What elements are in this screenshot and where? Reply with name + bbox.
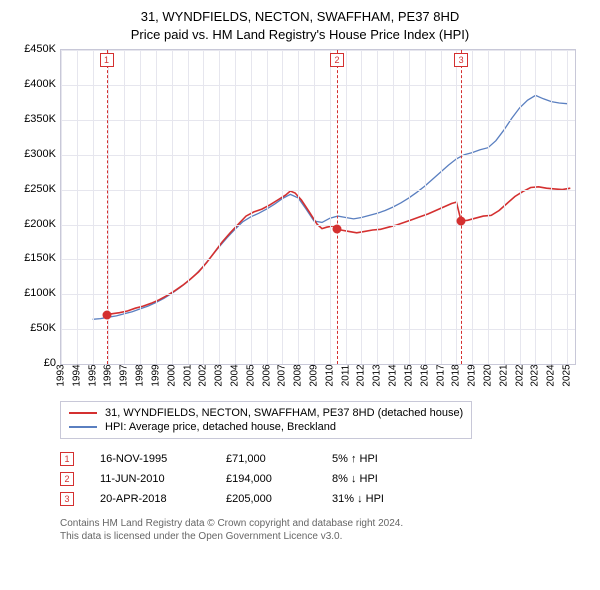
event-dot <box>457 217 466 226</box>
x-axis-label: 1996 <box>103 364 114 386</box>
chart-title: 31, WYNDFIELDS, NECTON, SWAFFHAM, PE37 8… <box>10 8 590 43</box>
x-axis-label: 2022 <box>514 364 525 386</box>
x-axis-label: 2024 <box>546 364 557 386</box>
title-line-1: 31, WYNDFIELDS, NECTON, SWAFFHAM, PE37 8… <box>10 8 590 26</box>
event-delta: 31% ↓ HPI <box>332 493 384 505</box>
x-axis-label: 2020 <box>483 364 494 386</box>
x-axis-label: 2004 <box>229 364 240 386</box>
x-axis-label: 1993 <box>56 364 67 386</box>
x-axis-label: 2002 <box>198 364 209 386</box>
x-axis-label: 1997 <box>119 364 130 386</box>
x-axis-label: 2008 <box>293 364 304 386</box>
event-date: 20-APR-2018 <box>100 493 200 505</box>
x-axis-label: 2006 <box>261 364 272 386</box>
legend: 31, WYNDFIELDS, NECTON, SWAFFHAM, PE37 8… <box>60 401 472 439</box>
y-axis-label: £150K <box>8 252 56 264</box>
x-axis-label: 2017 <box>435 364 446 386</box>
events-table: 1 16-NOV-1995 £71,000 5% ↑ HPI 2 11-JUN-… <box>60 449 590 509</box>
chart-area: 1993199419951996199719981999200020012002… <box>60 49 576 383</box>
y-axis-label: £0 <box>8 357 56 369</box>
y-axis-label: £50K <box>8 322 56 334</box>
x-axis-label: 2015 <box>403 364 414 386</box>
x-axis-label: 2012 <box>356 364 367 386</box>
x-axis-label: 1998 <box>135 364 146 386</box>
x-axis-label: 2003 <box>214 364 225 386</box>
y-axis-label: £400K <box>8 78 56 90</box>
event-row: 2 11-JUN-2010 £194,000 8% ↓ HPI <box>60 469 590 489</box>
event-dot <box>102 310 111 319</box>
legend-swatch <box>69 426 97 428</box>
y-axis-label: £350K <box>8 113 56 125</box>
legend-swatch <box>69 412 97 414</box>
y-axis-label: £300K <box>8 148 56 160</box>
event-delta: 8% ↓ HPI <box>332 473 378 485</box>
event-price: £205,000 <box>226 493 306 505</box>
x-axis-label: 2005 <box>245 364 256 386</box>
legend-item-price-paid: 31, WYNDFIELDS, NECTON, SWAFFHAM, PE37 8… <box>69 406 463 420</box>
x-axis-label: 2014 <box>388 364 399 386</box>
legend-item-hpi: HPI: Average price, detached house, Brec… <box>69 420 463 434</box>
event-marker-num: 2 <box>330 53 344 67</box>
x-axis-label: 2001 <box>182 364 193 386</box>
x-axis-label: 2018 <box>451 364 462 386</box>
x-axis-label: 2019 <box>467 364 478 386</box>
y-axis-label: £200K <box>8 218 56 230</box>
legend-label: 31, WYNDFIELDS, NECTON, SWAFFHAM, PE37 8… <box>105 407 463 419</box>
plot-region: 1993199419951996199719981999200020012002… <box>60 49 576 365</box>
x-axis-label: 2016 <box>419 364 430 386</box>
y-axis-label: £250K <box>8 183 56 195</box>
x-axis-label: 1995 <box>87 364 98 386</box>
y-axis-label: £450K <box>8 43 56 55</box>
x-axis-label: 2025 <box>562 364 573 386</box>
event-marker-num: 3 <box>454 53 468 67</box>
event-row: 1 16-NOV-1995 £71,000 5% ↑ HPI <box>60 449 590 469</box>
x-axis-label: 2000 <box>166 364 177 386</box>
x-axis-label: 2010 <box>324 364 335 386</box>
x-axis-label: 2013 <box>372 364 383 386</box>
event-date: 16-NOV-1995 <box>100 453 200 465</box>
event-price: £71,000 <box>226 453 306 465</box>
x-axis-label: 2023 <box>530 364 541 386</box>
event-dot <box>332 224 341 233</box>
event-num-badge: 3 <box>60 492 74 506</box>
x-axis-label: 2021 <box>498 364 509 386</box>
event-date: 11-JUN-2010 <box>100 473 200 485</box>
x-axis-label: 2009 <box>309 364 320 386</box>
x-axis-label: 1999 <box>150 364 161 386</box>
y-axis-label: £100K <box>8 287 56 299</box>
title-line-2: Price paid vs. HM Land Registry's House … <box>10 26 590 44</box>
footer-line-1: Contains HM Land Registry data © Crown c… <box>60 517 590 530</box>
legend-label: HPI: Average price, detached house, Brec… <box>105 421 336 433</box>
event-row: 3 20-APR-2018 £205,000 31% ↓ HPI <box>60 489 590 509</box>
footer: Contains HM Land Registry data © Crown c… <box>60 517 590 543</box>
x-axis-label: 1994 <box>71 364 82 386</box>
event-marker-num: 1 <box>100 53 114 67</box>
event-price: £194,000 <box>226 473 306 485</box>
event-delta: 5% ↑ HPI <box>332 453 378 465</box>
x-axis-label: 2007 <box>277 364 288 386</box>
footer-line-2: This data is licensed under the Open Gov… <box>60 530 590 543</box>
event-num-badge: 2 <box>60 472 74 486</box>
event-num-badge: 1 <box>60 452 74 466</box>
x-axis-label: 2011 <box>340 365 351 387</box>
line-series-svg <box>61 50 575 364</box>
